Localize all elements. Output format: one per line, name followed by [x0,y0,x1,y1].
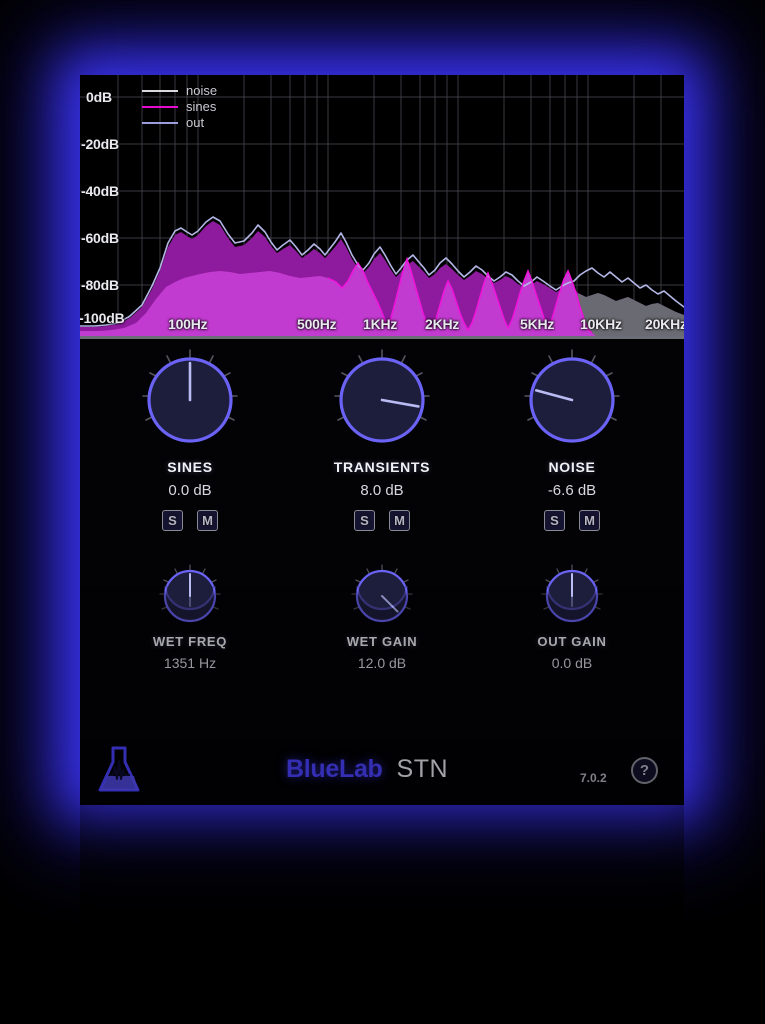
brand-title: BlueLab STN [286,755,448,784]
knob-label-noise: NOISE [548,459,596,475]
knob-out-gain[interactable] [540,564,604,628]
spectrum-legend: noise sines out [142,83,217,131]
knob-label-wet-gain: WET GAIN [346,634,418,649]
help-button[interactable]: ? [631,757,658,784]
legend-label-out: out [186,115,205,130]
legend-label-noise: noise [186,83,218,98]
knob-sines[interactable] [139,349,241,451]
spectrum-analyzer[interactable]: noise sines out 0dB -20dB -40dB -60dB -8… [80,75,684,339]
knob-ticks-wet-gain [351,564,413,610]
knob-label-out-gain: OUT GAIN [537,634,607,649]
knob-pointer-transients [380,398,420,408]
knob-value-wet-freq: 1351 Hz [163,655,217,671]
knob-noise[interactable] [521,349,623,451]
knob-label-sines: SINES [167,459,213,475]
mute-button-sines[interactable]: M [197,510,218,531]
knob-label-transients: TRANSIENTS [333,459,431,475]
legend-item-noise: noise [142,83,217,99]
legend-label-sines: sines [186,99,217,114]
knob-value-transients: 8.0 dB [360,482,404,499]
knob-value-sines: 0.0 dB [168,482,212,499]
series-sines-line [327,256,593,334]
bluelab-flask-logo-icon[interactable] [96,745,142,802]
version-label: 7.0.2 [580,771,607,785]
plugin-window: noise sines out 0dB -20dB -40dB -60dB -8… [80,75,684,805]
knob-wet-freq[interactable] [158,564,222,628]
knob-value-wet-gain: 12.0 dB [357,655,407,671]
footer-bar: BlueLab STN 7.0.2 ? [80,739,684,805]
knob-ticks-transients [334,349,430,421]
legend-swatch-noise [142,90,178,92]
knob-label-wet-freq: WET FREQ [152,634,228,649]
knob-group-noise: NOISE -6.6 dB S M [492,349,652,531]
solo-mute-group-noise: S M [492,510,652,531]
series-sines-area [80,259,596,336]
series-noise-area-hf [577,293,684,336]
plugin-name: STN [396,755,449,783]
knob-group-wet-freq: WET FREQ 1351 Hz [110,564,270,671]
solo-button-transients[interactable]: S [354,510,375,531]
spectrum-plot [80,75,684,339]
reflection-fade-overlay [80,805,684,1024]
legend-item-sines: sines [142,99,217,115]
knob-value-out-gain: 0.0 dB [551,655,593,671]
legend-swatch-sines [142,106,178,108]
knob-wet-gain[interactable] [350,564,414,628]
knob-value-noise: -6.6 dB [547,482,597,499]
solo-mute-group-transients: S M [302,510,462,531]
knob-group-out-gain: OUT GAIN 0.0 dB [492,564,652,671]
knob-transients[interactable] [331,349,433,451]
knob-pointer-wet-gain [381,595,399,613]
mute-button-transients[interactable]: M [389,510,410,531]
legend-swatch-out [142,122,178,124]
knob-group-transients: TRANSIENTS 8.0 dB S M [302,349,462,531]
spectrum-baseline [80,336,684,339]
knob-group-sines: SINES 0.0 dB S M [110,349,270,531]
controls-panel: SINES 0.0 dB S M [80,339,684,739]
mute-button-noise[interactable]: M [579,510,600,531]
legend-item-out: out [142,115,217,131]
solo-button-sines[interactable]: S [162,510,183,531]
solo-button-noise[interactable]: S [544,510,565,531]
brand-name: BlueLab [286,755,383,783]
solo-mute-group-sines: S M [110,510,270,531]
knob-group-wet-gain: WET GAIN 12.0 dB [302,564,462,671]
knob-pointer-noise [534,389,574,402]
series-out-line [80,216,684,327]
